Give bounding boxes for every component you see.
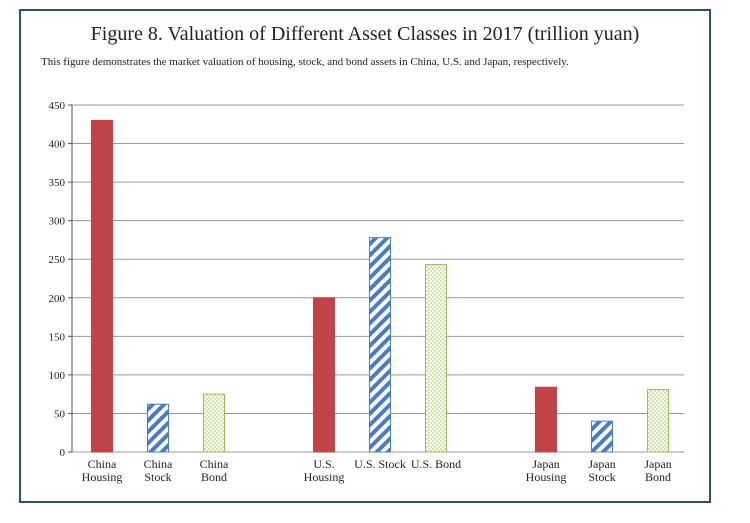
y-tick-label: 400 bbox=[49, 139, 66, 151]
bar-housing bbox=[313, 297, 335, 453]
y-tick-label: 300 bbox=[49, 216, 66, 228]
y-tick-label: 250 bbox=[49, 254, 66, 266]
bar-housing bbox=[535, 386, 557, 453]
y-tick-label: 150 bbox=[49, 331, 66, 343]
bar-stock bbox=[591, 420, 613, 453]
y-tick-label: 200 bbox=[49, 293, 66, 305]
y-axis-ticks: 0 50 100 150 200 250 300 350 400 450 bbox=[49, 100, 66, 459]
bar-bond bbox=[647, 389, 669, 453]
y-tick-label: 0 bbox=[60, 447, 66, 459]
y-tick-label: 350 bbox=[49, 177, 66, 189]
bar-housing bbox=[91, 119, 113, 453]
bars bbox=[91, 119, 669, 453]
x-category-label: China Housing bbox=[82, 457, 123, 484]
x-category-label: U.S. Bond bbox=[411, 457, 461, 471]
y-tick-label: 50 bbox=[54, 408, 66, 420]
x-category-label: Japan Housing bbox=[526, 457, 567, 484]
x-category-label: China Bond bbox=[200, 457, 229, 484]
x-axis-labels: China Housing China Stock China Bond U.S. Housi… bbox=[82, 457, 672, 484]
bar-stock bbox=[147, 403, 169, 453]
bar-bond bbox=[203, 393, 225, 453]
x-category-label: U.S. Stock bbox=[354, 457, 406, 471]
bar-bond bbox=[425, 264, 447, 453]
x-category-label: Japan Bond bbox=[644, 457, 671, 484]
x-category-label: U.S. Housing bbox=[304, 457, 345, 484]
x-category-label: Japan Stock bbox=[588, 457, 615, 484]
figure-title: Figure 8. Valuation of Different Asset C… bbox=[90, 23, 640, 45]
x-category-label: China Stock bbox=[144, 457, 173, 484]
y-tick-label: 450 bbox=[49, 100, 66, 112]
figure-caption: This figure demonstrates the market valu… bbox=[41, 56, 569, 68]
bar-stock bbox=[369, 237, 391, 453]
y-tick-label: 100 bbox=[49, 370, 66, 382]
figure-frame: Figure 8. Valuation of Different Asset C… bbox=[19, 9, 711, 503]
